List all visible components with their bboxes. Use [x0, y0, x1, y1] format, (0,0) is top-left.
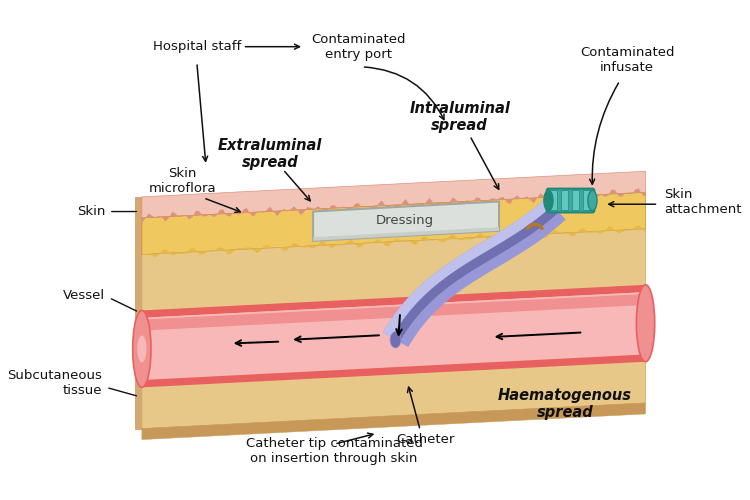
Text: Hospital staff: Hospital staff — [153, 40, 241, 53]
Polygon shape — [142, 285, 646, 318]
Text: Vessel: Vessel — [63, 290, 105, 302]
Text: Skin: Skin — [76, 205, 105, 218]
Polygon shape — [142, 229, 646, 428]
Text: Contaminated
entry port: Contaminated entry port — [312, 32, 407, 60]
Ellipse shape — [544, 190, 553, 210]
FancyBboxPatch shape — [584, 190, 590, 210]
Polygon shape — [142, 171, 646, 218]
Text: Catheter tip contaminated
on insertion through skin: Catheter tip contaminated on insertion t… — [246, 438, 423, 466]
Ellipse shape — [588, 190, 597, 210]
Polygon shape — [142, 294, 646, 331]
Polygon shape — [142, 292, 646, 380]
Polygon shape — [142, 226, 646, 257]
Ellipse shape — [637, 285, 655, 362]
FancyBboxPatch shape — [550, 190, 558, 210]
Polygon shape — [142, 192, 646, 254]
Polygon shape — [382, 198, 566, 347]
Text: Subcutaneous
tissue: Subcutaneous tissue — [8, 369, 103, 397]
Text: Haematogenous
spread: Haematogenous spread — [498, 388, 632, 420]
Polygon shape — [382, 198, 553, 338]
Text: Skin
microflora: Skin microflora — [148, 168, 216, 196]
Polygon shape — [313, 202, 499, 241]
FancyBboxPatch shape — [547, 188, 594, 212]
Text: Intraluminal
spread: Intraluminal spread — [410, 101, 510, 134]
Polygon shape — [392, 206, 559, 342]
Polygon shape — [142, 188, 646, 224]
Text: Catheter: Catheter — [397, 433, 455, 446]
Polygon shape — [142, 354, 646, 388]
Text: Contaminated
infusate: Contaminated infusate — [580, 46, 674, 74]
Ellipse shape — [133, 310, 151, 388]
FancyBboxPatch shape — [561, 190, 568, 210]
Polygon shape — [313, 227, 499, 241]
Text: Dressing: Dressing — [376, 214, 434, 227]
Ellipse shape — [390, 332, 401, 348]
Polygon shape — [134, 197, 142, 428]
Ellipse shape — [137, 336, 146, 362]
FancyBboxPatch shape — [572, 190, 580, 210]
Text: Extraluminal
spread: Extraluminal spread — [218, 138, 322, 170]
Polygon shape — [142, 403, 646, 440]
Text: Skin
attachment: Skin attachment — [664, 188, 742, 216]
